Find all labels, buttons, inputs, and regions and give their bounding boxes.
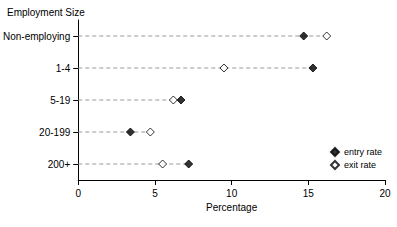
svg-text:entry rate: entry rate: [344, 147, 382, 157]
svg-text:15: 15: [303, 188, 315, 199]
svg-text:200+: 200+: [48, 159, 71, 170]
svg-text:1-4: 1-4: [56, 63, 71, 74]
svg-text:Percentage: Percentage: [206, 202, 258, 213]
svg-text:10: 10: [226, 188, 238, 199]
svg-text:0: 0: [75, 188, 81, 199]
svg-text:exit rate: exit rate: [344, 160, 376, 170]
svg-text:5-19: 5-19: [50, 95, 70, 106]
svg-text:20: 20: [379, 188, 391, 199]
svg-text:Non-employing: Non-employing: [3, 31, 70, 42]
svg-text:5: 5: [152, 188, 158, 199]
svg-text:Employment Size: Employment Size: [7, 7, 85, 18]
svg-text:20-199: 20-199: [39, 127, 71, 138]
